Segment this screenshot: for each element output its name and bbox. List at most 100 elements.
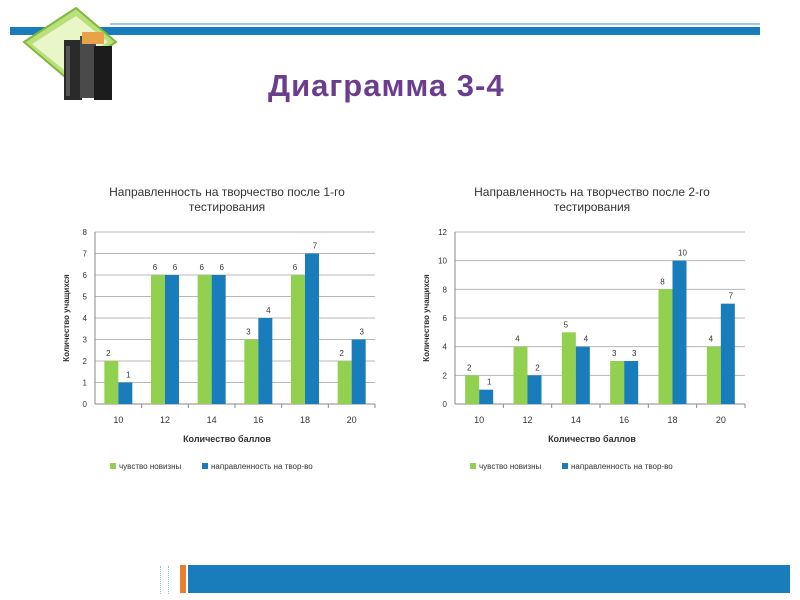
bar [305,253,319,404]
bar [624,361,639,404]
y-tick-label: 2 [443,371,448,380]
x-tick-label: 12 [160,415,170,425]
legend-swatch [562,463,568,469]
bar [672,260,687,404]
x-tick-label: 18 [300,415,310,425]
y-tick-label: 0 [83,400,88,409]
books-icon [22,6,118,100]
x-tick-label: 14 [207,415,217,425]
legend-label: чувство новизны [119,462,181,471]
data-label: 10 [678,249,687,258]
y-tick-label: 3 [83,336,88,345]
bar [513,346,528,404]
y-tick-label: 6 [83,271,88,280]
y-tick-label: 0 [443,400,448,409]
data-label: 2 [106,349,111,358]
bar [610,361,625,404]
bar [165,275,179,404]
footer-divider [10,566,161,594]
bar [479,389,494,404]
bar [658,289,673,404]
data-label: 3 [632,349,637,358]
bar [291,275,305,404]
x-tick-label: 20 [716,415,726,425]
footer-bar [188,565,790,593]
x-axis-label: Количество баллов [183,434,271,444]
bar [337,361,352,404]
data-label: 2 [339,349,344,358]
x-tick-label: 10 [113,415,123,425]
header-accent-bar [10,27,760,35]
bar [561,332,576,404]
data-label: 3 [359,328,364,337]
chart-first-test: Направленность на творчество после 1-го т… [62,185,376,471]
bar [258,318,273,404]
data-label: 7 [729,292,734,301]
data-label: 4 [709,335,714,344]
y-tick-label: 5 [83,293,88,302]
data-label: 1 [126,371,131,380]
data-label: 6 [293,263,298,272]
y-tick-label: 10 [438,257,447,266]
legend-swatch [202,463,208,469]
bar [197,275,212,404]
legend-label: направленность на твор-во [211,462,313,471]
bar [351,339,366,404]
data-label: 6 [153,263,158,272]
bar [244,339,259,404]
y-axis-label: Количество учащихся [62,274,71,362]
x-tick-label: 16 [619,415,629,425]
data-label: 2 [467,363,472,372]
footer-accent [180,565,186,593]
x-tick-label: 14 [571,415,581,425]
bar [104,361,119,404]
x-tick-label: 16 [253,415,263,425]
page-title: Диаграмма 3-4 [268,68,505,103]
x-axis-label: Количество баллов [548,434,636,444]
y-axis-label: Количество учащихся [422,274,431,362]
data-label: 6 [173,263,178,272]
y-tick-label: 8 [83,228,88,237]
bar [465,375,480,404]
y-tick-label: 4 [83,314,88,323]
data-label: 4 [515,335,520,344]
chart-title: Направленность на творчество после 2-го т… [474,185,710,214]
data-label: 6 [199,263,204,272]
x-tick-label: 12 [522,415,532,425]
bar [706,346,721,404]
data-label: 7 [313,242,318,251]
x-tick-label: 10 [474,415,484,425]
x-tick-label: 20 [347,415,357,425]
y-tick-label: 2 [83,357,88,366]
data-label: 4 [266,306,271,315]
data-label: 3 [612,349,617,358]
data-label: 2 [535,363,540,372]
bar [118,382,133,404]
bar [211,275,226,404]
legend-swatch [470,463,476,469]
bar [527,375,542,404]
y-tick-label: 8 [443,285,448,294]
bar [151,275,165,404]
legend-swatch [110,463,116,469]
data-label: 3 [246,328,251,337]
data-label: 4 [584,335,589,344]
x-tick-label: 18 [667,415,677,425]
y-tick-label: 4 [443,343,448,352]
chart-title: Направленность на творчество после 1-го т… [109,185,345,214]
chart-second-test: Направленность на творчество после 2-го т… [422,185,746,471]
data-label: 8 [660,277,665,286]
y-tick-label: 12 [438,228,447,237]
y-tick-label: 6 [443,314,448,323]
data-label: 6 [219,263,224,272]
legend-label: чувство новизны [479,462,541,471]
legend-label: направленность на твор-во [571,462,673,471]
data-label: 1 [487,378,492,387]
y-tick-label: 1 [83,379,88,388]
data-label: 5 [564,320,569,329]
bar [720,303,735,404]
bar [575,346,590,404]
footer-divider [160,566,169,594]
y-tick-label: 7 [83,250,88,259]
header-thin-line [110,23,760,25]
